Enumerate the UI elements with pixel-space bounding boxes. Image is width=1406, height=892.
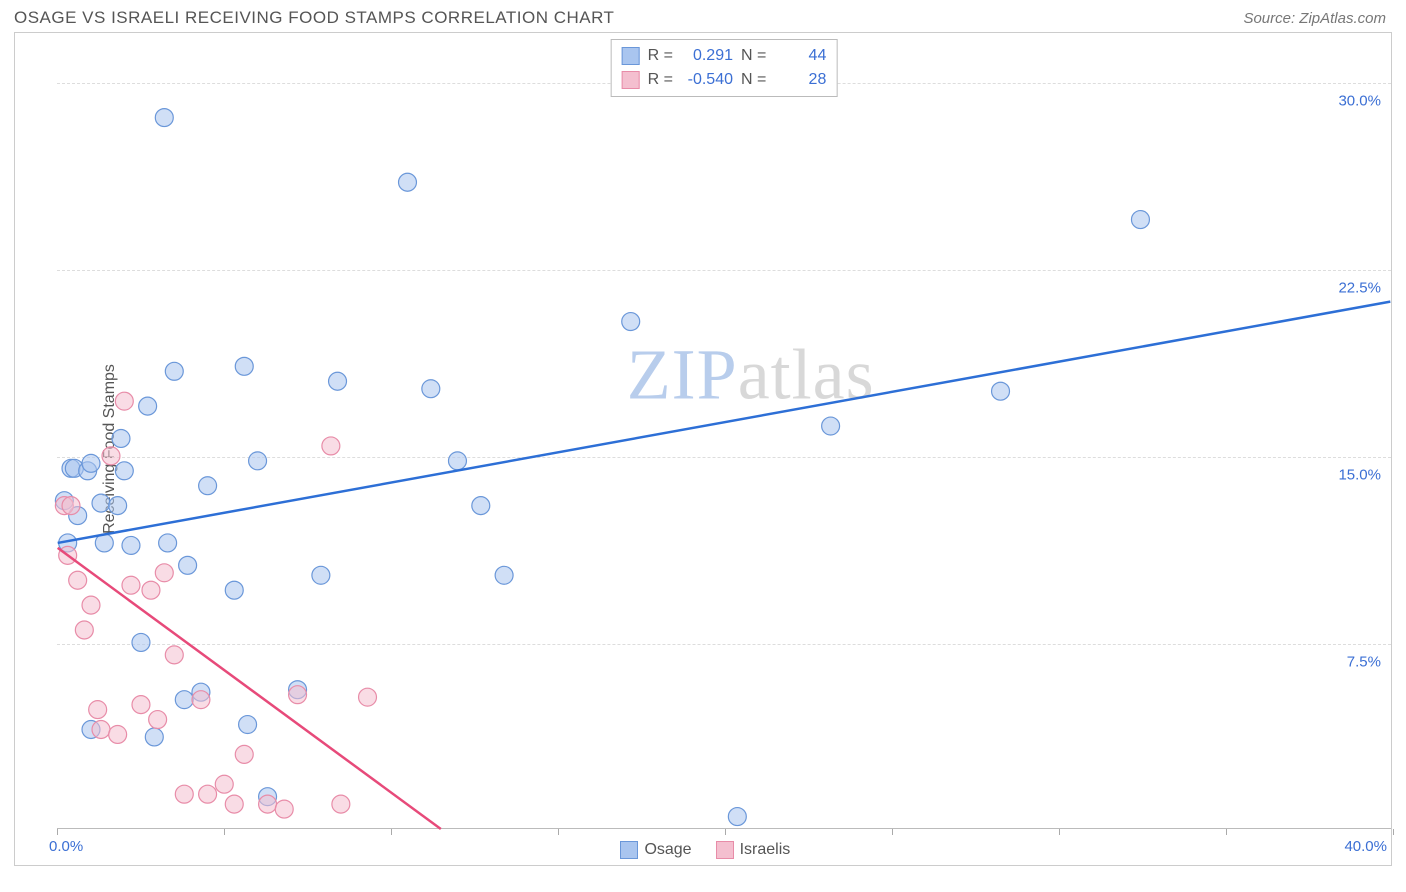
- regression-line-israelis: [58, 548, 441, 829]
- x-tick: [892, 829, 893, 835]
- n-label-2: N =: [741, 68, 766, 92]
- data-point-israelis: [62, 497, 80, 515]
- data-point-israelis: [322, 437, 340, 455]
- data-point-osage: [115, 462, 133, 480]
- x-tick: [1226, 829, 1227, 835]
- data-point-osage: [249, 452, 267, 470]
- data-point-osage: [239, 716, 257, 734]
- data-point-israelis: [275, 800, 293, 818]
- data-point-israelis: [215, 775, 233, 793]
- data-point-osage: [132, 633, 150, 651]
- data-point-israelis: [142, 581, 160, 599]
- legend-swatch-israelis: [716, 841, 734, 859]
- data-point-israelis: [82, 596, 100, 614]
- data-point-osage: [175, 691, 193, 709]
- x-tick: [725, 829, 726, 835]
- data-point-osage: [155, 109, 173, 127]
- data-point-israelis: [175, 785, 193, 803]
- data-point-osage: [399, 173, 417, 191]
- data-point-osage: [179, 556, 197, 574]
- data-point-osage: [235, 357, 253, 375]
- n-value-osage: 44: [774, 44, 826, 68]
- data-point-osage: [92, 494, 110, 512]
- data-point-osage: [329, 372, 347, 390]
- scatter-svg: [57, 33, 1391, 829]
- data-point-osage: [139, 397, 157, 415]
- series-legend: Osage Israelis: [620, 841, 790, 859]
- data-point-osage: [112, 429, 130, 447]
- x-tick: [57, 829, 58, 835]
- data-point-osage: [622, 313, 640, 331]
- data-point-osage: [225, 581, 243, 599]
- data-point-israelis: [132, 696, 150, 714]
- data-point-israelis: [149, 711, 167, 729]
- data-point-israelis: [259, 795, 277, 813]
- data-point-osage: [728, 808, 746, 826]
- x-tick: [558, 829, 559, 835]
- data-point-osage: [82, 454, 100, 472]
- data-point-osage: [822, 417, 840, 435]
- data-point-osage: [109, 497, 127, 515]
- plot-area: ZIPatlas R = 0.291 N = 44 R = -0.540 N =…: [57, 33, 1391, 829]
- data-point-israelis: [69, 571, 87, 589]
- data-point-israelis: [75, 621, 93, 639]
- data-point-osage: [165, 362, 183, 380]
- x-tick: [1059, 829, 1060, 835]
- data-point-osage: [495, 566, 513, 584]
- data-point-osage: [992, 382, 1010, 400]
- data-point-osage: [159, 534, 177, 552]
- x-min-label: 0.0%: [49, 838, 83, 855]
- data-point-israelis: [289, 686, 307, 704]
- x-max-label: 40.0%: [1344, 838, 1387, 855]
- regression-line-osage: [58, 302, 1391, 543]
- legend-item-osage: Osage: [620, 841, 691, 859]
- swatch-israelis: [622, 71, 640, 89]
- legend-label-osage: Osage: [644, 841, 691, 859]
- legend-swatch-osage: [620, 841, 638, 859]
- x-tick: [224, 829, 225, 835]
- r-value-israelis: -0.540: [681, 68, 733, 92]
- x-tick: [1393, 829, 1394, 835]
- data-point-osage: [472, 497, 490, 515]
- r-label-2: R =: [648, 68, 673, 92]
- data-point-israelis: [115, 392, 133, 410]
- correlation-legend: R = 0.291 N = 44 R = -0.540 N = 28: [611, 39, 838, 97]
- swatch-osage: [622, 47, 640, 65]
- chart-container: Receiving Food Stamps ZIPatlas R = 0.291…: [14, 32, 1392, 866]
- x-tick: [391, 829, 392, 835]
- r-label: R =: [648, 44, 673, 68]
- data-point-israelis: [109, 725, 127, 743]
- data-point-israelis: [332, 795, 350, 813]
- data-point-israelis: [92, 721, 110, 739]
- data-point-osage: [122, 536, 140, 554]
- data-point-israelis: [155, 564, 173, 582]
- data-point-israelis: [235, 745, 253, 763]
- data-point-israelis: [122, 576, 140, 594]
- data-point-osage: [1131, 211, 1149, 229]
- source-attribution: Source: ZipAtlas.com: [1243, 10, 1386, 27]
- data-point-osage: [312, 566, 330, 584]
- chart-header: OSAGE VS ISRAELI RECEIVING FOOD STAMPS C…: [0, 0, 1406, 32]
- data-point-israelis: [199, 785, 217, 803]
- data-point-osage: [448, 452, 466, 470]
- data-point-israelis: [225, 795, 243, 813]
- data-point-israelis: [165, 646, 183, 664]
- data-point-osage: [422, 380, 440, 398]
- legend-row-israelis: R = -0.540 N = 28: [622, 68, 827, 92]
- chart-title: OSAGE VS ISRAELI RECEIVING FOOD STAMPS C…: [14, 8, 614, 28]
- data-point-israelis: [102, 447, 120, 465]
- data-point-israelis: [192, 691, 210, 709]
- legend-row-osage: R = 0.291 N = 44: [622, 44, 827, 68]
- legend-label-israelis: Israelis: [740, 841, 791, 859]
- n-label: N =: [741, 44, 766, 68]
- n-value-israelis: 28: [774, 68, 826, 92]
- data-point-osage: [199, 477, 217, 495]
- data-point-israelis: [89, 701, 107, 719]
- data-point-osage: [145, 728, 163, 746]
- r-value-osage: 0.291: [681, 44, 733, 68]
- legend-item-israelis: Israelis: [716, 841, 791, 859]
- data-point-israelis: [359, 688, 377, 706]
